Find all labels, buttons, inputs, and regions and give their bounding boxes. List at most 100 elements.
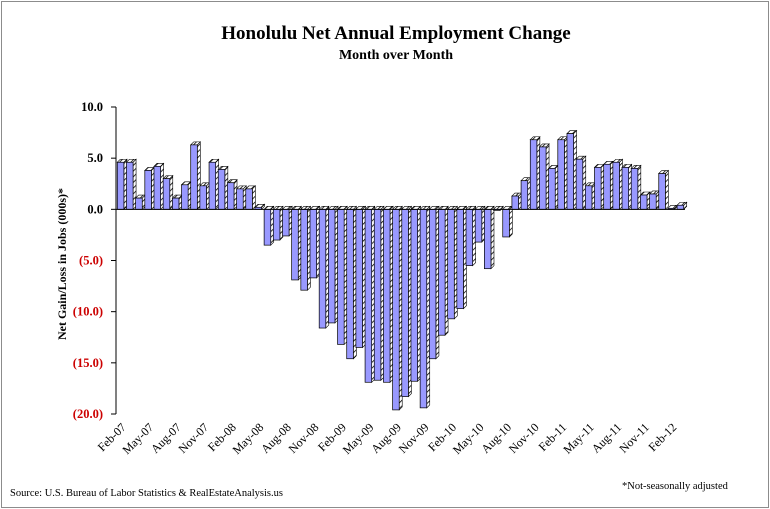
bar-front	[484, 208, 492, 270]
bar-front	[438, 208, 446, 336]
bar-front	[557, 139, 565, 210]
bar-front	[603, 163, 611, 210]
bar	[235, 185, 247, 211]
bar	[162, 174, 174, 211]
bar-front	[337, 208, 345, 345]
bar-front	[126, 161, 134, 210]
bar-front	[236, 188, 244, 210]
bar-front	[630, 168, 639, 210]
bar	[648, 190, 660, 211]
bar	[373, 205, 385, 381]
bar	[309, 205, 321, 279]
bar	[153, 162, 165, 211]
bar	[547, 164, 559, 211]
bar-front	[291, 208, 299, 281]
bar-front	[300, 208, 308, 291]
bar	[290, 205, 302, 281]
y-ticks-group: 10.0 5.0 0.0 (5.0) (10.0) (15.0) (20.0)	[73, 100, 116, 421]
bar-front	[392, 208, 400, 411]
bar-front	[282, 208, 290, 237]
x-tick-label: Aug-09	[368, 420, 404, 456]
bar	[639, 191, 651, 211]
bar	[208, 158, 220, 211]
bar-side	[509, 205, 513, 238]
seasonal-note: *Not-seasonally adjusted	[622, 481, 729, 492]
bar-front	[346, 208, 354, 360]
bar	[134, 194, 146, 211]
bar	[502, 205, 514, 238]
bar-front	[227, 182, 235, 210]
bar	[318, 205, 330, 329]
bar	[391, 205, 403, 411]
bar	[658, 169, 670, 211]
bar-front	[208, 161, 217, 210]
bar-front	[511, 195, 519, 210]
bar-front	[428, 208, 437, 360]
bar-front	[419, 208, 428, 409]
bar	[180, 181, 192, 211]
source-note: Source: U.S. Bureau of Labor Statistics …	[10, 488, 283, 499]
bar	[456, 205, 468, 310]
bar-front	[116, 161, 125, 210]
bar	[492, 205, 504, 212]
y-tick-label: (10.0)	[73, 305, 103, 319]
bar	[410, 205, 422, 382]
bar-front	[171, 197, 180, 210]
bar	[171, 194, 183, 211]
bar	[300, 205, 312, 291]
y-tick-label: 5.0	[87, 151, 103, 165]
bar-front	[217, 169, 226, 210]
bar	[630, 164, 642, 211]
bar-front	[621, 167, 630, 210]
bar	[419, 205, 431, 409]
bar-front	[584, 185, 593, 210]
bar-front	[364, 208, 373, 383]
bar	[355, 205, 367, 349]
bar	[621, 163, 633, 211]
x-tick-label: Nov-07	[175, 420, 211, 456]
bar	[584, 182, 596, 211]
bar-front	[649, 193, 657, 210]
bar	[263, 205, 275, 246]
x-tick-label: Nov-10	[506, 420, 542, 456]
bar-front	[548, 168, 556, 210]
bar	[529, 136, 541, 211]
bar-front	[658, 173, 666, 210]
bar-front	[520, 180, 529, 210]
bar	[566, 129, 578, 211]
bar-front	[502, 208, 510, 238]
bar	[226, 179, 238, 211]
bar	[272, 205, 284, 241]
bar	[511, 192, 523, 211]
bar	[602, 160, 615, 211]
x-tick-label: Aug-11	[589, 420, 625, 456]
bar	[483, 205, 495, 270]
bar	[199, 182, 211, 211]
bar-front	[676, 204, 685, 210]
bar	[520, 176, 532, 211]
bar-front	[318, 208, 327, 329]
bar-front	[373, 208, 382, 381]
bar-front	[309, 208, 317, 279]
bar-front	[566, 133, 574, 210]
bar	[446, 205, 459, 320]
bar	[345, 205, 358, 360]
bar	[189, 141, 202, 211]
y-tick-label: 10.0	[81, 100, 103, 114]
bar-front	[401, 208, 409, 397]
bars-group	[116, 129, 688, 411]
bar	[144, 166, 156, 211]
bar-front	[153, 166, 161, 210]
bar-front	[539, 146, 547, 210]
bar	[364, 205, 376, 384]
bar	[217, 165, 229, 211]
y-tick-label: 0.0	[87, 202, 103, 216]
bar-front	[181, 184, 189, 210]
bar-front	[263, 208, 272, 246]
bar	[125, 158, 137, 211]
bar-front	[456, 208, 464, 309]
bar	[612, 158, 624, 211]
bar-front	[640, 194, 648, 210]
bar	[382, 205, 394, 384]
